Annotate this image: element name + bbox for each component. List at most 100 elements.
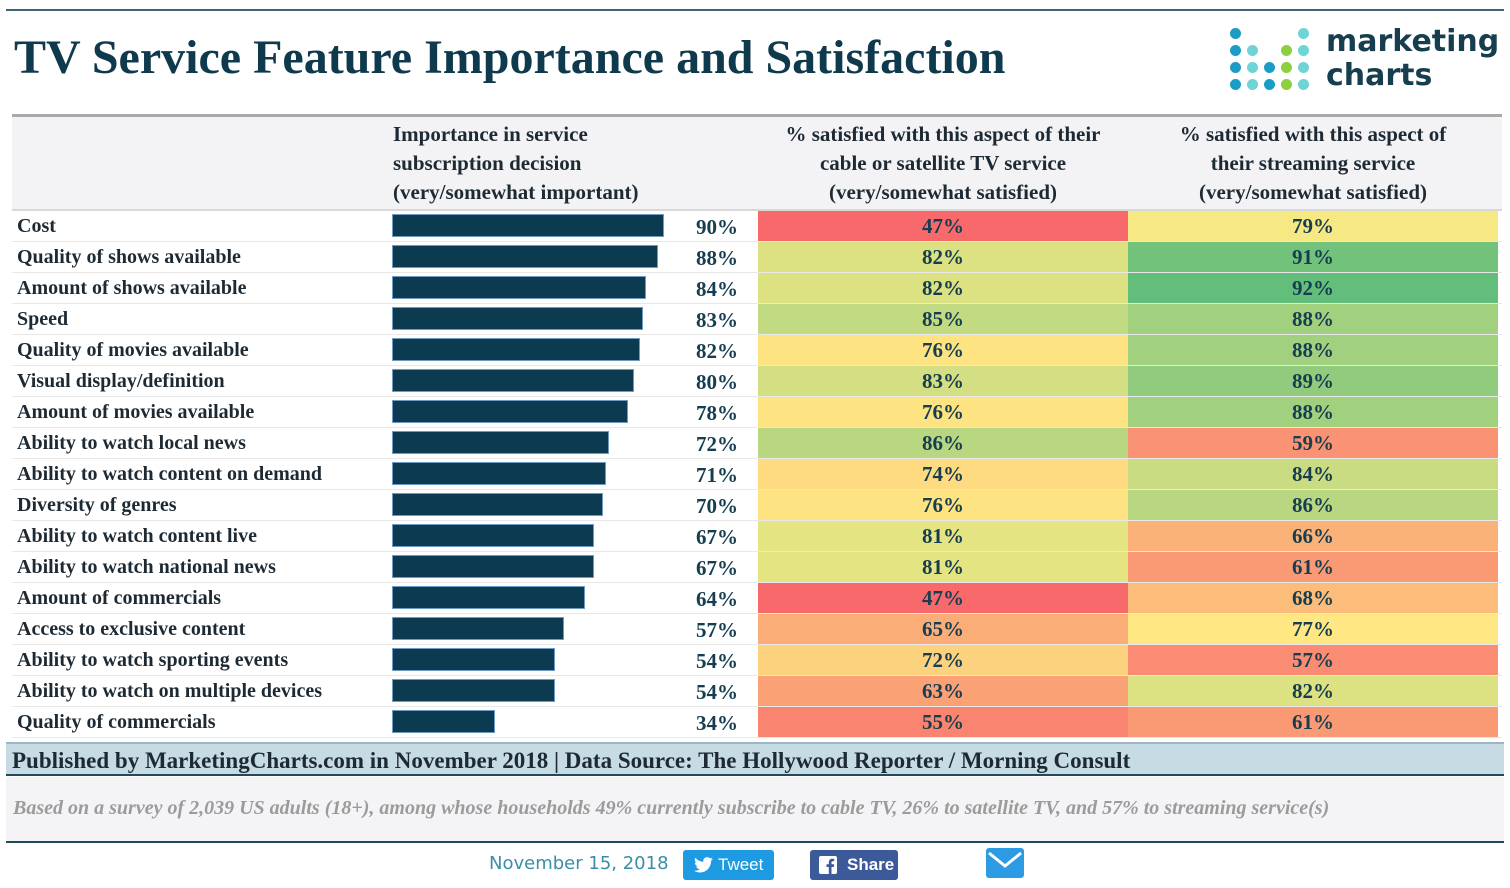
row-label: Amount of shows available: [17, 277, 247, 299]
email-icon: [988, 851, 1022, 868]
importance-value: 72%: [696, 432, 738, 456]
logo-dot: [1230, 62, 1241, 73]
streaming-satisfaction-cell: 88%: [1128, 335, 1498, 365]
cable-satisfaction-cell: 85%: [758, 304, 1128, 334]
table-row: Quality of movies available 82% 76% 88%: [12, 335, 1502, 366]
logo-dot: [1281, 45, 1292, 56]
header-line: (very/somewhat important): [393, 180, 639, 204]
streaming-satisfaction-cell: 92%: [1128, 273, 1498, 303]
published-text: Published by MarketingCharts.com in Nove…: [12, 748, 1131, 773]
header-streaming-satisfaction: % satisfied with this aspect of their st…: [1128, 120, 1498, 207]
table-row: Quality of shows available 88% 82% 91%: [12, 242, 1502, 273]
survey-note-text: Based on a survey of 2,039 US adults (18…: [13, 797, 1330, 819]
importance-value: 57%: [696, 618, 738, 642]
header-line: subscription decision: [393, 151, 582, 175]
importance-bar: [392, 679, 556, 702]
importance-bar: [392, 617, 565, 640]
header-line: % satisfied with this aspect of their: [785, 122, 1101, 146]
streaming-satisfaction-cell: 88%: [1128, 397, 1498, 427]
cable-satisfaction-cell: 65%: [758, 614, 1128, 644]
table-row: Visual display/definition 80% 83% 89%: [12, 366, 1502, 397]
streaming-satisfaction-cell: 61%: [1128, 707, 1498, 737]
table-row: Ability to watch sporting events 54% 72% 57…: [12, 645, 1502, 676]
importance-value: 70%: [696, 494, 738, 518]
table-row: Speed 83% 85% 88%: [12, 304, 1502, 335]
table-row: Ability to watch local news 72% 86% 59%: [12, 428, 1502, 459]
logo-dot: [1247, 45, 1258, 56]
importance-bar: [392, 431, 610, 454]
table-row: Access to exclusive content 57% 65% 77%: [12, 614, 1502, 645]
header-line: Importance in service: [393, 122, 588, 146]
importance-bar: [392, 214, 664, 237]
streaming-satisfaction-cell: 77%: [1128, 614, 1498, 644]
table-row: Amount of movies available 78% 76% 88%: [12, 397, 1502, 428]
cable-satisfaction-cell: 76%: [758, 335, 1128, 365]
importance-value: 54%: [696, 649, 738, 673]
streaming-satisfaction-cell: 79%: [1128, 211, 1498, 241]
survey-note: Based on a survey of 2,039 US adults (18…: [6, 777, 1504, 843]
logo-dot: [1247, 79, 1258, 90]
cable-satisfaction-cell: 81%: [758, 521, 1128, 551]
logo-dot: [1264, 62, 1275, 73]
importance-value: 67%: [696, 525, 738, 549]
table-row: Quality of commercials 34% 55% 61%: [12, 707, 1502, 738]
row-label: Quality of commercials: [17, 711, 216, 733]
header-line: (very/somewhat satisfied): [1198, 180, 1428, 204]
marketingcharts-logo[interactable]: marketing charts: [1228, 26, 1503, 96]
cable-satisfaction-cell: 47%: [758, 583, 1128, 613]
importance-value: 83%: [696, 308, 738, 332]
tweet-button[interactable]: Tweet: [683, 850, 774, 880]
streaming-satisfaction-cell: 59%: [1128, 428, 1498, 458]
importance-bar: [392, 400, 628, 423]
row-label: Amount of movies available: [17, 401, 255, 423]
importance-bar: [392, 648, 556, 671]
facebook-icon: [819, 856, 837, 874]
facebook-share-button[interactable]: Share: [810, 850, 898, 880]
streaming-satisfaction-cell: 68%: [1128, 583, 1498, 613]
table-row: Cost 90% 47% 79%: [12, 211, 1502, 242]
cable-satisfaction-cell: 86%: [758, 428, 1128, 458]
email-button[interactable]: [986, 848, 1024, 878]
logo-dot: [1230, 79, 1241, 90]
importance-value: 64%: [696, 587, 738, 611]
cable-satisfaction-cell: 76%: [758, 397, 1128, 427]
row-label: Ability to watch content on demand: [17, 463, 323, 485]
importance-bar: [392, 493, 604, 516]
tweet-label: Tweet: [718, 855, 764, 874]
table-row: Ability to watch national news 67% 81% 61%: [12, 552, 1502, 583]
importance-bar: [392, 338, 640, 361]
importance-value: 80%: [696, 370, 738, 394]
cable-satisfaction-cell: 83%: [758, 366, 1128, 396]
importance-value: 90%: [696, 215, 738, 239]
header-line: their streaming service: [1210, 151, 1416, 175]
header-line: cable or satellite TV service: [819, 151, 1067, 175]
row-label: Quality of movies available: [17, 339, 249, 361]
logo-dot: [1281, 62, 1292, 73]
table-row: Ability to watch content live 67% 81% 66%: [12, 521, 1502, 552]
cable-satisfaction-cell: 82%: [758, 273, 1128, 303]
importance-bar: [392, 369, 634, 392]
table-header: Importance in service subscription decis…: [12, 117, 1502, 211]
cable-satisfaction-cell: 76%: [758, 490, 1128, 520]
table-row: Ability to watch on multiple devices 54% 6…: [12, 676, 1502, 707]
streaming-satisfaction-cell: 66%: [1128, 521, 1498, 551]
logo-dot: [1230, 45, 1241, 56]
importance-value: 82%: [696, 339, 738, 363]
cable-satisfaction-cell: 82%: [758, 242, 1128, 272]
cable-satisfaction-cell: 55%: [758, 707, 1128, 737]
streaming-satisfaction-cell: 89%: [1128, 366, 1498, 396]
top-rule: [6, 9, 1504, 11]
importance-value: 78%: [696, 401, 738, 425]
row-label: Ability to watch local news: [17, 432, 246, 454]
row-label: Visual display/definition: [17, 370, 225, 392]
logo-dot: [1264, 79, 1275, 90]
row-label: Amount of commercials: [17, 587, 222, 609]
logo-dot: [1298, 62, 1309, 73]
row-label: Cost: [17, 215, 56, 237]
streaming-satisfaction-cell: 61%: [1128, 552, 1498, 582]
share-label: Share: [847, 855, 895, 874]
row-label: Speed: [17, 308, 69, 330]
publish-date: November 15, 2018: [489, 853, 669, 874]
streaming-satisfaction-cell: 82%: [1128, 676, 1498, 706]
streaming-satisfaction-cell: 84%: [1128, 459, 1498, 489]
